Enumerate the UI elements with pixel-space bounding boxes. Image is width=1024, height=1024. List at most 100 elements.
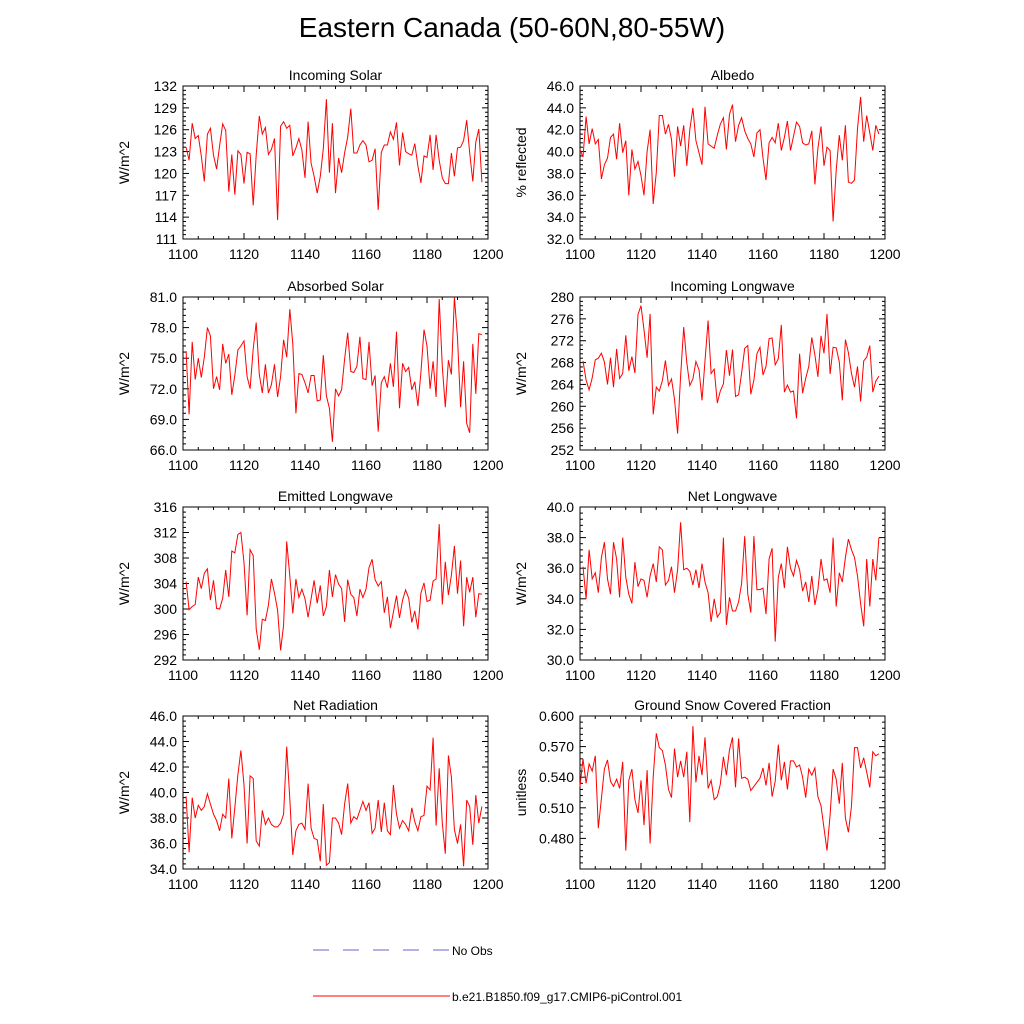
series-line [185, 524, 482, 651]
y-tick-label: 312 [154, 525, 178, 541]
x-tick-label: 1140 [687, 667, 717, 683]
y-tick-label: 114 [155, 209, 178, 225]
legend: No Obs b.e21.B1850.f09_g17.CMIP6-piContro… [313, 944, 682, 1004]
y-tick-label: 78.0 [150, 320, 177, 336]
y-tick-label: 111 [156, 231, 177, 247]
y-tick-label: 256 [551, 420, 575, 436]
y-tick-label: 81.0 [150, 289, 177, 305]
chart-absorbed-solar: Absorbed Solar W/m^2 1100 1120 1140 1160 1180 1… [116, 278, 504, 473]
y-axis-label: W/m^2 [513, 562, 529, 605]
series-line [579, 726, 880, 851]
x-tick-label: 1120 [229, 667, 259, 683]
x-tick-label: 1140 [290, 667, 320, 683]
series-line [582, 522, 880, 642]
x-tick-label: 1200 [869, 246, 900, 262]
y-axis-label: W/m^2 [116, 562, 132, 605]
x-tick-label: 1160 [748, 667, 778, 683]
x-tick-label: 1100 [565, 876, 595, 892]
x-tick-label: 1140 [687, 457, 717, 473]
y-tick-label: 42.0 [150, 759, 177, 775]
y-tick-label: 300 [154, 601, 178, 617]
y-tick-label: 280 [551, 289, 575, 305]
y-tick-label: 75.0 [150, 350, 177, 366]
panel-title: Absorbed Solar [287, 278, 384, 294]
panel-title: Emitted Longwave [278, 488, 393, 504]
chart-net-radiation: Net Radiation W/m^2 1100 1120 1140 1160 1180 12… [116, 697, 504, 892]
x-tick-label: 1200 [472, 457, 503, 473]
y-tick-label: 44.0 [150, 734, 177, 750]
y-tick-label: 264 [551, 376, 575, 392]
y-tick-label: 72.0 [150, 381, 177, 397]
y-tick-label: 38.0 [547, 530, 574, 546]
x-tick-label: 1160 [351, 246, 381, 262]
series-line [185, 99, 483, 221]
y-tick-label: 36.0 [150, 836, 177, 852]
plot-frame [182, 715, 489, 870]
panel-title: Net Radiation [293, 697, 378, 713]
x-tick-label: 1120 [626, 457, 656, 473]
y-tick-label: 40.0 [547, 499, 574, 515]
y-tick-label: 42.0 [547, 122, 574, 138]
y-tick-label: 304 [154, 576, 178, 592]
legend-label-model: b.e21.B1850.f09_g17.CMIP6-piControl.001 [452, 990, 682, 1004]
x-tick-label: 1200 [869, 667, 900, 683]
y-tick-label: 0.600 [539, 708, 574, 724]
x-tick-label: 1180 [412, 876, 442, 892]
y-tick-label: 0.510 [539, 800, 574, 816]
x-tick-label: 1180 [412, 667, 442, 683]
y-tick-label: 129 [154, 100, 178, 116]
y-tick-label: 36.0 [547, 187, 574, 203]
y-tick-label: 40.0 [150, 785, 177, 801]
x-tick-label: 1140 [290, 876, 320, 892]
x-tick-label: 1200 [869, 457, 900, 473]
x-tick-label: 1180 [809, 876, 839, 892]
y-axis-label: W/m^2 [513, 352, 529, 395]
y-tick-label: 276 [551, 311, 575, 327]
y-tick-label: 252 [551, 442, 575, 458]
y-tick-label: 126 [154, 122, 178, 138]
panel-title: Ground Snow Covered Fraction [634, 697, 831, 713]
series-line [579, 96, 880, 222]
x-tick-label: 1100 [168, 667, 198, 683]
panel-title: Net Longwave [688, 488, 778, 504]
x-tick-label: 1100 [168, 457, 198, 473]
chart-albedo: Albedo % reflected 1100 1120 1140 1160 1180 120… [513, 67, 901, 262]
y-tick-label: 296 [154, 627, 178, 643]
x-tick-label: 1180 [809, 246, 839, 262]
x-tick-label: 1160 [748, 876, 778, 892]
x-tick-label: 1140 [290, 246, 320, 262]
y-tick-label: 132 [154, 78, 178, 94]
y-axis-label: unitless [513, 769, 529, 816]
plot-frame [182, 296, 489, 451]
x-tick-label: 1140 [687, 876, 717, 892]
y-tick-label: 69.0 [150, 411, 177, 427]
y-tick-label: 36.0 [547, 560, 574, 576]
plot-frame [182, 85, 489, 240]
x-tick-label: 1100 [168, 246, 198, 262]
x-tick-label: 1100 [565, 667, 595, 683]
y-tick-label: 46.0 [547, 78, 574, 94]
x-tick-label: 1100 [565, 246, 595, 262]
y-tick-label: 123 [154, 144, 178, 160]
x-tick-label: 1140 [290, 457, 320, 473]
x-tick-label: 1120 [626, 246, 656, 262]
x-tick-label: 1180 [412, 457, 442, 473]
legend-label-no-obs: No Obs [452, 944, 493, 958]
y-tick-label: 0.540 [539, 769, 574, 785]
y-tick-label: 120 [154, 165, 178, 181]
chart-net-longwave: Net Longwave W/m^2 1100 1120 1140 1160 1180 120… [513, 488, 901, 683]
plot-frame [182, 506, 489, 661]
y-tick-label: 268 [551, 355, 575, 371]
y-tick-label: 316 [154, 499, 178, 515]
y-tick-label: 38.0 [547, 165, 574, 181]
chart-emitted-longwave: Emitted Longwave W/m^2 1100 1120 1140 1160 118… [116, 488, 504, 683]
x-tick-label: 1200 [869, 876, 900, 892]
x-tick-label: 1100 [565, 457, 595, 473]
x-tick-label: 1120 [229, 246, 259, 262]
chart-ground-snow-covered-fraction: Ground Snow Covered Fraction unitless 1100… [513, 697, 901, 892]
chart-incoming-longwave: Incoming Longwave W/m^2 1100 1120 1140 1160 11… [513, 278, 901, 473]
x-tick-label: 1160 [351, 667, 381, 683]
x-tick-label: 1120 [229, 876, 259, 892]
y-tick-label: 38.0 [150, 810, 177, 826]
